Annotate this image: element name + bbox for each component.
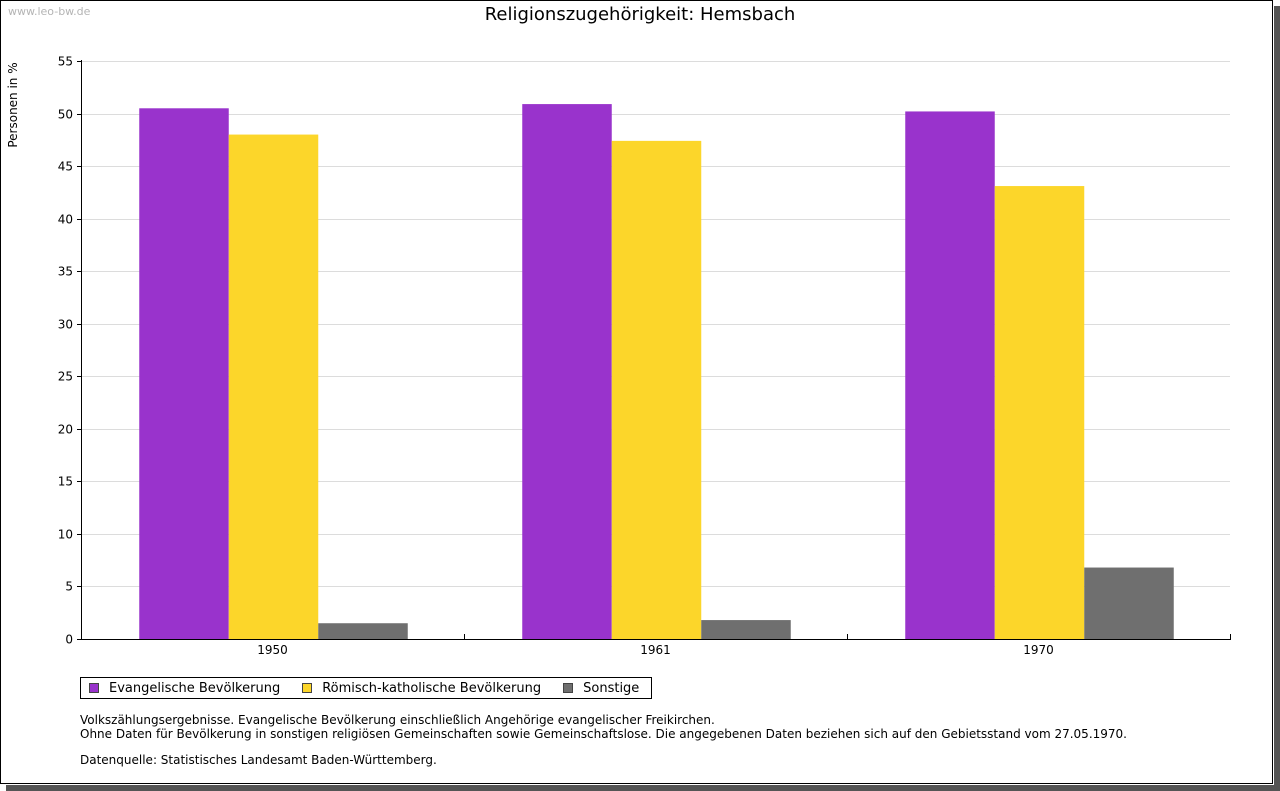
y-tick-label: 15	[58, 475, 73, 489]
y-tick-label: 50	[58, 108, 73, 122]
y-tick-label: 45	[58, 160, 73, 174]
bar-1950-1	[139, 108, 229, 640]
bar-1961-1	[522, 104, 612, 639]
y-tick-label: 10	[58, 528, 73, 542]
legend-label: Sonstige	[583, 680, 640, 696]
y-tick-label: 35	[58, 265, 73, 279]
bar-1950-2	[228, 134, 319, 639]
y-tick-label: 0	[65, 633, 73, 647]
frame-shadow-bottom	[6, 785, 1280, 791]
x-tick-label: 1970	[1023, 643, 1054, 657]
legend-swatch	[302, 683, 313, 693]
bar-1970-3	[1084, 567, 1174, 639]
legend-item: Sonstige	[563, 681, 639, 696]
bar-chart: 0 5 10 15 20 25 30 35 40 45 50 55 1950 1961 1970	[58, 55, 1231, 657]
y-tick-label: 5	[65, 580, 73, 594]
legend: Evangelische Bevölkerung Römisch-katholis…	[80, 677, 653, 699]
note-line-1: Volkszählungsergebnisse. Evangelische Be…	[80, 713, 715, 727]
y-tick-label: 25	[58, 370, 73, 384]
legend-label: Evangelische Bevölkerung	[109, 680, 281, 696]
y-tick-label: 55	[58, 55, 73, 69]
watermark: www.leo-bw.de	[8, 5, 91, 18]
x-tick-label: 1950	[257, 643, 288, 657]
y-tick-label: 40	[58, 213, 73, 227]
data-source: Datenquelle: Statistisches Landesamt Bad…	[80, 753, 437, 767]
legend-item: Evangelische Bevölkerung	[89, 681, 280, 696]
chart-title: Religionszugehörigkeit: Hemsbach	[484, 4, 796, 25]
legend-swatch	[89, 683, 99, 693]
bar-1961-2	[611, 140, 702, 640]
bar-1961-3	[701, 620, 791, 639]
y-tick-label: 30	[58, 318, 73, 332]
bar-1950-3	[318, 623, 408, 639]
frame-shadow-right	[1274, 6, 1280, 791]
y-tick-label: 20	[58, 423, 73, 437]
bar-1970-2	[994, 186, 1085, 640]
x-tick-label: 1961	[640, 643, 671, 657]
bar-1970-1	[905, 111, 995, 640]
legend-item: Römisch-katholische Bevölkerung	[302, 681, 541, 696]
note-line-2: Ohne Daten für Bevölkerung in sonstigen …	[80, 727, 1127, 741]
legend-label: Römisch-katholische Bevölkerung	[322, 680, 542, 696]
legend-swatch	[563, 683, 574, 693]
